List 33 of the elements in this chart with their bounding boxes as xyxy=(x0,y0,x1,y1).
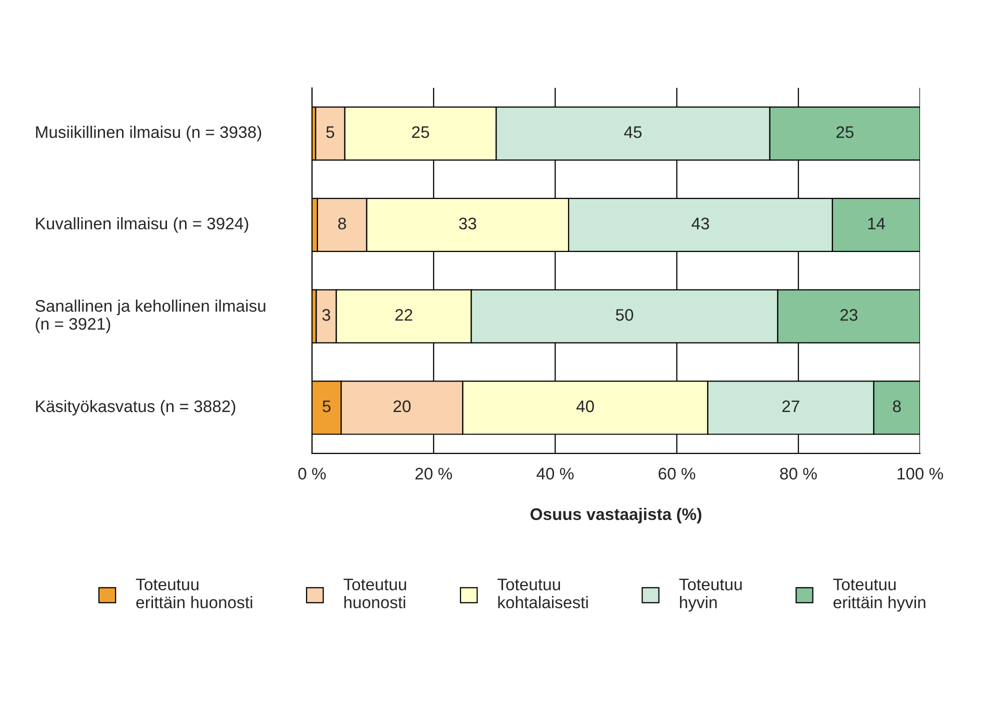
y-tick-label: Musiikillinen ilmaisu (n = 3938) xyxy=(36,126,262,142)
data-label: 50 xyxy=(616,309,634,321)
x-tick-label: 0 % xyxy=(298,468,326,480)
y-tick-label: Käsityökasvatus (n = 3882) xyxy=(36,400,236,416)
data-label: 33 xyxy=(459,218,476,230)
legend-label: Toteutuu huonosti xyxy=(344,578,406,608)
data-label: 14 xyxy=(868,218,886,230)
y-tick-label: Kuvallinen ilmaisu (n = 3924) xyxy=(36,217,248,233)
x-tick-label: 100 % xyxy=(898,468,944,480)
data-label: 20 xyxy=(394,400,411,412)
data-label: 3 xyxy=(322,309,330,321)
legend-label: Toteutuu hyvin xyxy=(679,578,742,612)
data-label: 22 xyxy=(395,309,412,321)
data-label: 25 xyxy=(836,126,854,138)
legend-label: Toteutuu kohtalaisesti xyxy=(498,578,588,608)
data-label: 27 xyxy=(782,400,800,412)
data-label: 40 xyxy=(576,400,594,412)
legend-label: Toteutuu erittäin huonosti xyxy=(136,578,252,608)
x-tick-label: 40 % xyxy=(536,468,574,480)
data-label: 8 xyxy=(892,400,901,412)
legend-label: Toteutuu erittäin hyvin xyxy=(833,578,926,612)
data-label: 23 xyxy=(840,309,858,321)
data-label: 25 xyxy=(412,126,430,138)
data-label: 45 xyxy=(624,126,642,138)
x-tick-label: 20 % xyxy=(415,468,452,480)
x-tick-label: 80 % xyxy=(780,468,817,480)
data-label: 5 xyxy=(326,126,334,138)
data-label: 43 xyxy=(692,218,710,230)
data-label: 8 xyxy=(338,218,346,230)
data-label: 5 xyxy=(322,400,331,412)
y-tick-label: Sanallinen ja kehollinen ilmaisu (n = 3921) xyxy=(36,300,266,334)
x-axis-title: Osuus vastaajista (%) xyxy=(530,508,702,524)
x-tick-label: 60 % xyxy=(658,468,696,480)
